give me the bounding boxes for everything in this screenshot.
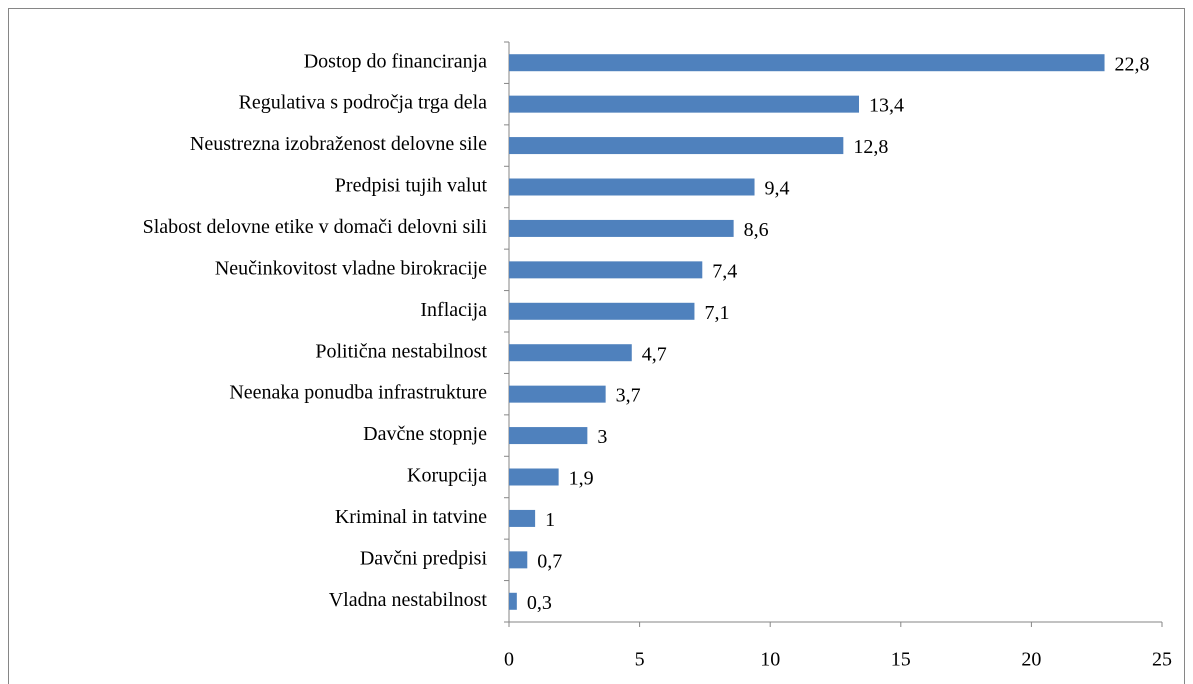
data-label: 12,8: [853, 136, 888, 158]
bar: [509, 468, 559, 486]
data-label: 7,1: [704, 302, 729, 324]
bar: [509, 385, 606, 403]
bar: [509, 261, 703, 279]
y-tick-label: Inflacija: [420, 299, 487, 321]
x-tick-label: 15: [891, 649, 911, 671]
data-label: 1: [545, 509, 555, 531]
data-label: 4,7: [642, 343, 667, 365]
data-label: 9,4: [765, 178, 790, 200]
bar: [509, 551, 528, 569]
y-tick-label: Neustrezna izobraženost delovne sile: [190, 133, 487, 155]
x-tick-label: 5: [635, 649, 645, 671]
bar: [509, 427, 588, 445]
data-label: 0,3: [527, 592, 552, 614]
x-tick-label: 25: [1152, 649, 1172, 671]
data-label: 0,7: [537, 550, 562, 572]
y-tick-label: Kriminal in tatvine: [335, 506, 487, 528]
bar: [509, 302, 695, 320]
y-tick-label: Vladna nestabilnost: [329, 589, 488, 611]
data-label: 7,4: [712, 260, 737, 282]
x-tick-label: 0: [504, 649, 514, 671]
y-tick-label: Davčne stopnje: [363, 423, 487, 445]
bar: [509, 592, 517, 610]
data-label: 3: [597, 426, 607, 448]
data-label: 3,7: [616, 385, 641, 407]
data-label: 1,9: [569, 468, 594, 490]
bar: [509, 509, 536, 527]
bar: [509, 219, 734, 237]
bar: [509, 95, 860, 113]
x-tick-label: 10: [760, 649, 780, 671]
y-tick-label: Dostop do financiranja: [304, 50, 487, 72]
data-label: 8,6: [744, 219, 769, 241]
bar: [509, 137, 844, 155]
data-label: 22,8: [1115, 53, 1150, 75]
bar: [509, 178, 755, 196]
bar: [509, 344, 632, 362]
y-tick-label: Regulativa s področja trga dela: [239, 92, 488, 114]
y-tick-label: Korupcija: [407, 465, 487, 487]
y-tick-label: Slabost delovne etike v domači delovni s…: [143, 216, 488, 238]
data-label: 13,4: [869, 95, 904, 117]
x-tick-label: 20: [1021, 649, 1041, 671]
y-tick-label: Politična nestabilnost: [315, 340, 487, 362]
bar: [509, 54, 1105, 72]
y-tick-label: Davčni predpisi: [360, 547, 488, 569]
y-tick-label: Neučinkovitost vladne birokracije: [215, 257, 487, 279]
y-tick-label: Predpisi tujih valut: [335, 175, 488, 197]
y-tick-label: Neenaka ponudba infrastrukture: [229, 382, 487, 404]
